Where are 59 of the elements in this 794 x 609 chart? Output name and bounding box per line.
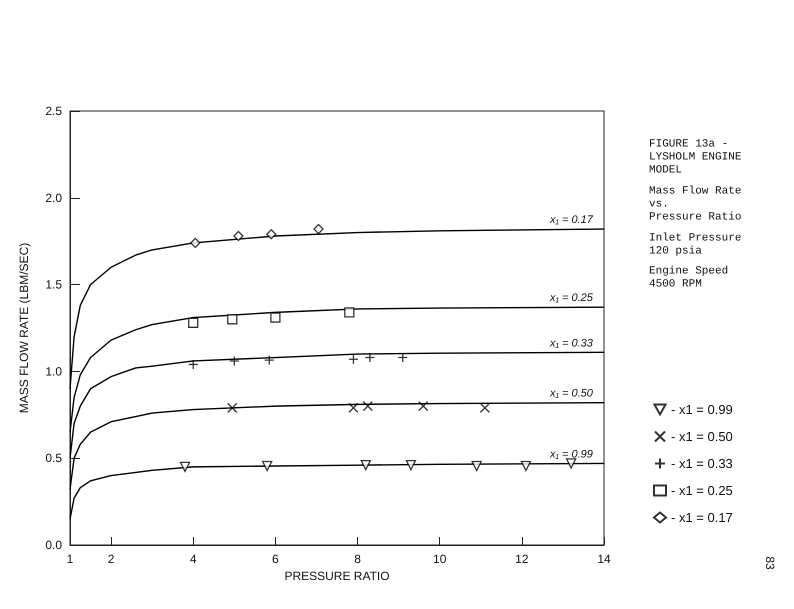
point xyxy=(348,354,359,364)
point xyxy=(566,458,576,469)
legend-label: - x1 = 0.50 xyxy=(671,429,733,444)
point xyxy=(313,224,324,234)
x-tick-label: 2 xyxy=(108,552,115,566)
point xyxy=(229,356,240,366)
point xyxy=(480,402,490,414)
point xyxy=(362,400,373,412)
point xyxy=(227,314,238,324)
point xyxy=(360,460,371,470)
point xyxy=(262,460,272,472)
text: Inlet Pressure 120 psia xyxy=(649,232,742,258)
legend-label: - x1 = 0.25 xyxy=(671,483,733,498)
point xyxy=(233,230,244,242)
point xyxy=(348,402,359,414)
y-tick-label: 1.0 xyxy=(45,364,62,378)
y-tick-label: 1.5 xyxy=(45,278,62,292)
point xyxy=(266,229,276,240)
y-axis-title: MASS FLOW RATE (LBM/SEC) xyxy=(17,242,31,414)
series-label: x₁ = 0.33 xyxy=(549,337,594,350)
point xyxy=(406,460,416,470)
line-series xyxy=(69,402,605,490)
point xyxy=(227,402,238,414)
legend-label: - x1 = 0.17 xyxy=(671,510,733,525)
x-tick-label: 8 xyxy=(354,552,362,566)
point xyxy=(344,307,354,318)
x-tick-label: 1 xyxy=(66,552,74,566)
text: Mass Flow Rate vs. Pressure Ratio xyxy=(649,186,742,224)
x-tick-label: 6 xyxy=(272,552,280,566)
legend-label: - x1 = 0.33 xyxy=(671,456,733,471)
point xyxy=(520,460,532,472)
text: FIGURE 13a - LYSHOLM ENGINE MODEL xyxy=(649,138,742,176)
point xyxy=(180,462,190,472)
line-series xyxy=(69,228,605,390)
point xyxy=(190,238,200,248)
series-label: x₁ = 0.99 xyxy=(549,448,593,460)
point xyxy=(418,400,428,412)
x-tick-label: 10 xyxy=(433,552,447,566)
point xyxy=(270,312,281,323)
text: Engine Speed 4500 RPM xyxy=(649,266,728,290)
point xyxy=(472,460,482,472)
y-tick-label: 2.0 xyxy=(45,190,62,205)
series-label: x₁ = 0.25 xyxy=(549,292,594,304)
x-tick-label: 4 xyxy=(190,552,197,566)
y-tick-label: 0.0 xyxy=(45,538,62,552)
point xyxy=(264,354,274,366)
point xyxy=(188,318,198,328)
point xyxy=(188,359,198,370)
x-tick-label: 14 xyxy=(597,552,611,566)
y-tick-label: 0.5 xyxy=(45,451,62,466)
series-label: x₁ = 0.17 xyxy=(549,214,594,226)
y-tick-label: 2.5 xyxy=(45,104,62,118)
x-tick-label: 12 xyxy=(515,552,529,566)
point xyxy=(364,352,376,363)
line-series xyxy=(69,462,605,520)
series-label: x₁ = 0.50 xyxy=(549,388,594,400)
legend-label: - x1 = 0.99 xyxy=(671,402,733,417)
text: 83 xyxy=(763,556,777,570)
x-axis-title: PRESSURE RATIO xyxy=(284,568,390,583)
